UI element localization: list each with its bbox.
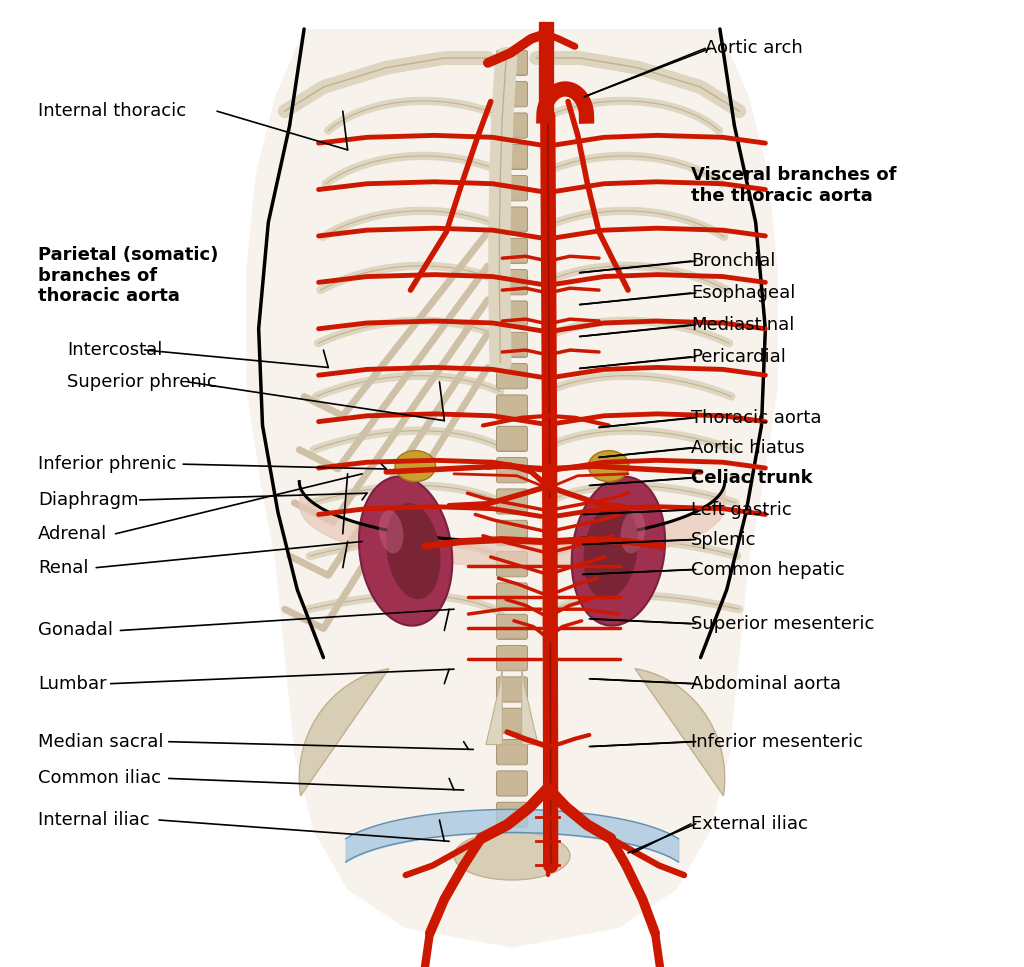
Ellipse shape <box>395 451 435 482</box>
Text: Internal thoracic: Internal thoracic <box>38 103 186 120</box>
Text: Inferior phrenic: Inferior phrenic <box>38 455 176 473</box>
Text: Common iliac: Common iliac <box>38 770 161 787</box>
FancyBboxPatch shape <box>497 708 527 733</box>
FancyBboxPatch shape <box>497 551 527 576</box>
Text: Lumbar: Lumbar <box>38 675 106 692</box>
Text: Parietal (somatic)
branches of
thoracic aorta: Parietal (somatic) branches of thoracic … <box>38 246 218 306</box>
Ellipse shape <box>379 511 403 553</box>
FancyBboxPatch shape <box>497 238 527 263</box>
FancyBboxPatch shape <box>497 583 527 608</box>
Text: Pericardial: Pericardial <box>691 348 785 366</box>
FancyBboxPatch shape <box>497 740 527 765</box>
Text: Left gastric: Left gastric <box>691 501 792 518</box>
Text: Adrenal: Adrenal <box>38 525 108 542</box>
Text: Renal: Renal <box>38 559 89 576</box>
FancyBboxPatch shape <box>497 771 527 796</box>
Text: Abdominal aorta: Abdominal aorta <box>691 675 841 692</box>
Text: Thoracic aorta: Thoracic aorta <box>691 409 821 426</box>
Text: External iliac: External iliac <box>691 815 808 833</box>
Ellipse shape <box>454 832 570 880</box>
Text: Mediastinal: Mediastinal <box>691 316 795 334</box>
Ellipse shape <box>386 503 440 600</box>
Text: Esophageal: Esophageal <box>691 284 796 302</box>
FancyBboxPatch shape <box>497 677 527 702</box>
FancyBboxPatch shape <box>497 301 527 326</box>
Ellipse shape <box>359 477 453 626</box>
Text: Superior phrenic: Superior phrenic <box>68 373 217 391</box>
FancyBboxPatch shape <box>497 113 527 138</box>
FancyBboxPatch shape <box>497 270 527 295</box>
Polygon shape <box>299 668 389 796</box>
Text: Visceral branches of
the thoracic aorta: Visceral branches of the thoracic aorta <box>691 166 896 205</box>
FancyBboxPatch shape <box>497 395 527 420</box>
Text: Splenic: Splenic <box>691 531 757 548</box>
Text: Internal iliac: Internal iliac <box>38 811 150 829</box>
FancyBboxPatch shape <box>497 144 527 169</box>
Text: Common hepatic: Common hepatic <box>691 561 845 578</box>
Text: Inferior mesenteric: Inferior mesenteric <box>691 733 863 750</box>
FancyBboxPatch shape <box>497 81 527 106</box>
Ellipse shape <box>584 503 638 600</box>
Polygon shape <box>635 668 725 796</box>
FancyBboxPatch shape <box>497 834 527 859</box>
Text: Aortic arch: Aortic arch <box>706 40 803 57</box>
Text: Celiac trunk: Celiac trunk <box>691 469 812 486</box>
FancyBboxPatch shape <box>497 176 527 201</box>
FancyBboxPatch shape <box>497 646 527 671</box>
FancyBboxPatch shape <box>497 50 527 75</box>
Text: Aortic hiatus: Aortic hiatus <box>691 439 805 456</box>
FancyBboxPatch shape <box>497 489 527 514</box>
Text: Median sacral: Median sacral <box>38 733 164 750</box>
Ellipse shape <box>571 477 665 626</box>
Text: Intercostal: Intercostal <box>68 341 163 359</box>
FancyBboxPatch shape <box>497 426 527 452</box>
FancyBboxPatch shape <box>497 207 527 232</box>
Text: Superior mesenteric: Superior mesenteric <box>691 615 874 632</box>
FancyBboxPatch shape <box>497 520 527 545</box>
FancyBboxPatch shape <box>497 614 527 639</box>
Polygon shape <box>486 667 538 745</box>
FancyBboxPatch shape <box>497 803 527 828</box>
Polygon shape <box>246 29 778 948</box>
FancyBboxPatch shape <box>497 364 527 389</box>
Text: Diaphragm: Diaphragm <box>38 491 138 509</box>
FancyBboxPatch shape <box>497 333 527 358</box>
Ellipse shape <box>589 451 629 482</box>
FancyBboxPatch shape <box>497 457 527 483</box>
Text: Bronchial: Bronchial <box>691 252 775 270</box>
Ellipse shape <box>621 511 645 553</box>
Text: Gonadal: Gonadal <box>38 622 114 639</box>
